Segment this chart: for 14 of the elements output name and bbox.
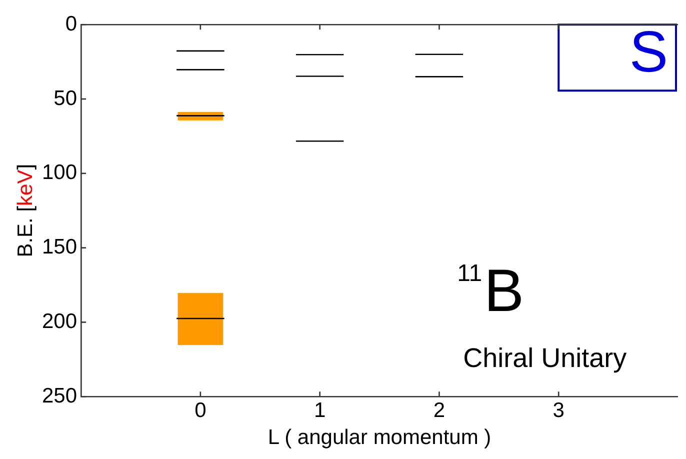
x-tick-label: 0 [194, 398, 206, 422]
x-tick-label: 1 [314, 398, 326, 422]
y-tick-label: 100 [42, 161, 78, 184]
x-tick-label: 3 [552, 398, 564, 422]
y-tick-label: 50 [54, 86, 78, 110]
y-axis-title: B.E. [keV] [14, 164, 37, 258]
annotation: S [629, 20, 668, 85]
x-axis-title: L ( angular momentum ) [268, 426, 492, 450]
y-tick-label: 0 [65, 12, 78, 36]
y-tick-label: 200 [42, 310, 78, 333]
y-tick-label: 250 [42, 384, 78, 408]
y-tick-label: 150 [42, 236, 78, 259]
annotation: Chiral Unitary [463, 342, 628, 373]
x-tick-label: 2 [433, 398, 446, 422]
